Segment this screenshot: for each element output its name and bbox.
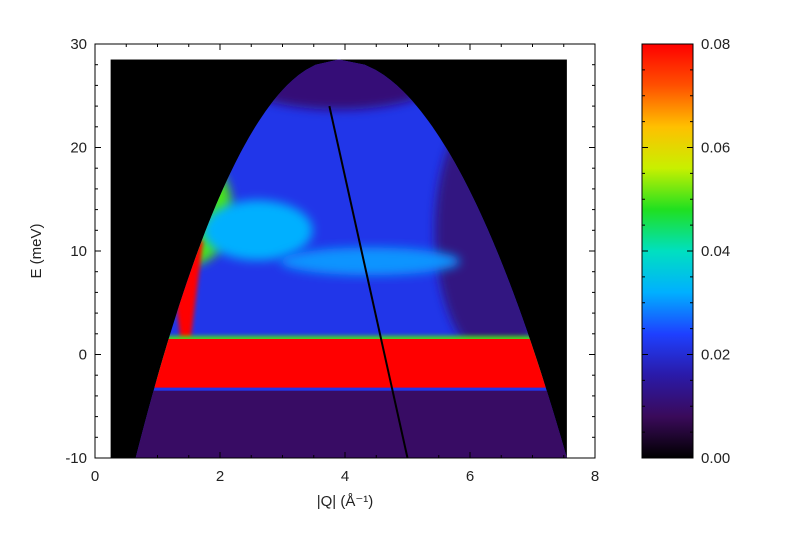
colorbar-tick-label: 0.02 — [701, 347, 730, 364]
y-tick-label: 10 — [70, 243, 87, 260]
y-axis: -10 0 10 20 30 — [65, 36, 595, 467]
colorbar: 0.00 0.02 0.04 0.06 0.08 — [641, 36, 730, 467]
x-tick-label: 0 — [91, 468, 99, 485]
colorbar-axis: 0.00 0.02 0.04 0.06 0.08 — [642, 36, 730, 467]
colorbar-scale — [641, 43, 694, 459]
y-tick-label: 0 — [79, 347, 87, 364]
colorbar-tick-label: 0.06 — [701, 140, 730, 157]
intensity-elastic-line — [135, 338, 567, 388]
x-tick-label: 4 — [341, 468, 349, 485]
heatmap-plot-area — [110, 59, 567, 459]
x-tick-label: 8 — [591, 468, 599, 485]
intensity-band-mid — [202, 200, 313, 261]
y-tick-label: -10 — [65, 450, 87, 467]
spurion-line — [328, 105, 409, 459]
x-axis-label: |Q| (Å⁻¹) — [317, 493, 374, 510]
intensity-negative-energy — [135, 390, 567, 458]
y-tick-label: 30 — [70, 36, 87, 53]
y-tick-label: 20 — [70, 140, 87, 157]
x-tick-label: 6 — [466, 468, 474, 485]
colorbar-tick-label: 0.04 — [701, 243, 730, 260]
colorbar-tick-label: 0.08 — [701, 36, 730, 53]
colorbar-tick-label: 0.00 — [701, 450, 730, 467]
x-tick-label: 2 — [216, 468, 224, 485]
intensity-band-flat — [280, 247, 460, 276]
y-axis-label: E (meV) — [28, 223, 45, 278]
